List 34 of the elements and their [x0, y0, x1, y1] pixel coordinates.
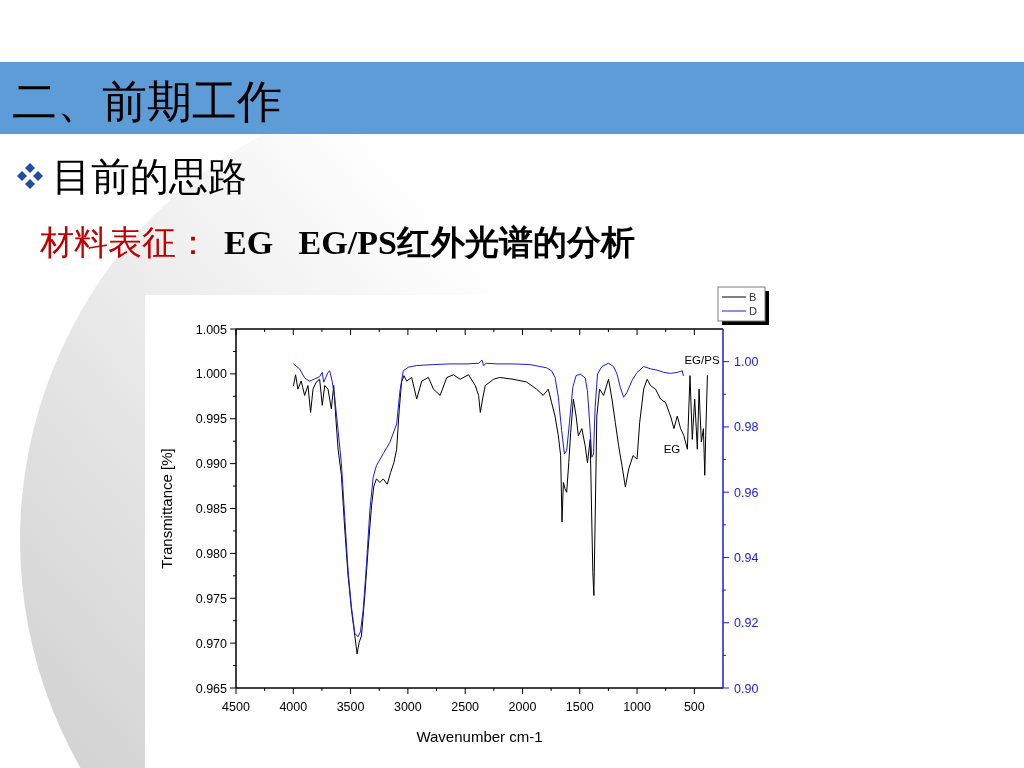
y-tick-label: 0.990	[195, 457, 228, 472]
y2-tick-label: 0.90	[734, 681, 759, 696]
legend-label: D	[749, 305, 757, 317]
x-tick-label: 3000	[393, 700, 422, 714]
y-tick-label: 1.005	[195, 322, 228, 337]
y2-tick-label: 1.00	[734, 355, 759, 370]
x-tick-label: 1500	[565, 700, 594, 714]
y-tick-label: 0.975	[195, 591, 228, 606]
y2-tick-label: 0.94	[734, 550, 759, 565]
ylabel: Transmittance [%]	[158, 448, 175, 569]
legend-label: B	[749, 291, 757, 303]
y2-tick-label: 0.98	[734, 420, 759, 435]
y-tick-label: 0.970	[195, 636, 228, 651]
y-tick-label: 0.965	[195, 681, 228, 696]
y-tick-label: 1.000	[195, 367, 228, 382]
y-tick-label: 0.995	[195, 412, 228, 427]
y2-tick-label: 0.96	[734, 485, 759, 500]
x-tick-label: 3500	[336, 700, 365, 714]
xlabel: Wavenumber cm-1	[416, 728, 543, 745]
x-tick-label: 4500	[222, 700, 250, 714]
y2-tick-label: 0.92	[734, 616, 759, 631]
title: 二、前期工作	[12, 77, 282, 127]
x-tick-label: 1000	[623, 700, 652, 714]
x-tick-label: 500	[683, 700, 705, 714]
subtitle: 目前的思路	[52, 155, 247, 198]
x-tick-label: 2500	[451, 700, 480, 714]
x-tick-label: 2000	[508, 700, 537, 714]
annotation: EG/PS	[684, 354, 720, 366]
annotation: EG	[663, 443, 681, 455]
x-tick-label: 4000	[279, 700, 308, 714]
annotation: EG EG/PS红外光谱的分析	[224, 224, 635, 261]
y-tick-label: 0.980	[195, 546, 228, 561]
annotation: 材料表征：	[40, 224, 210, 261]
y-tick-label: 0.985	[195, 502, 228, 516]
